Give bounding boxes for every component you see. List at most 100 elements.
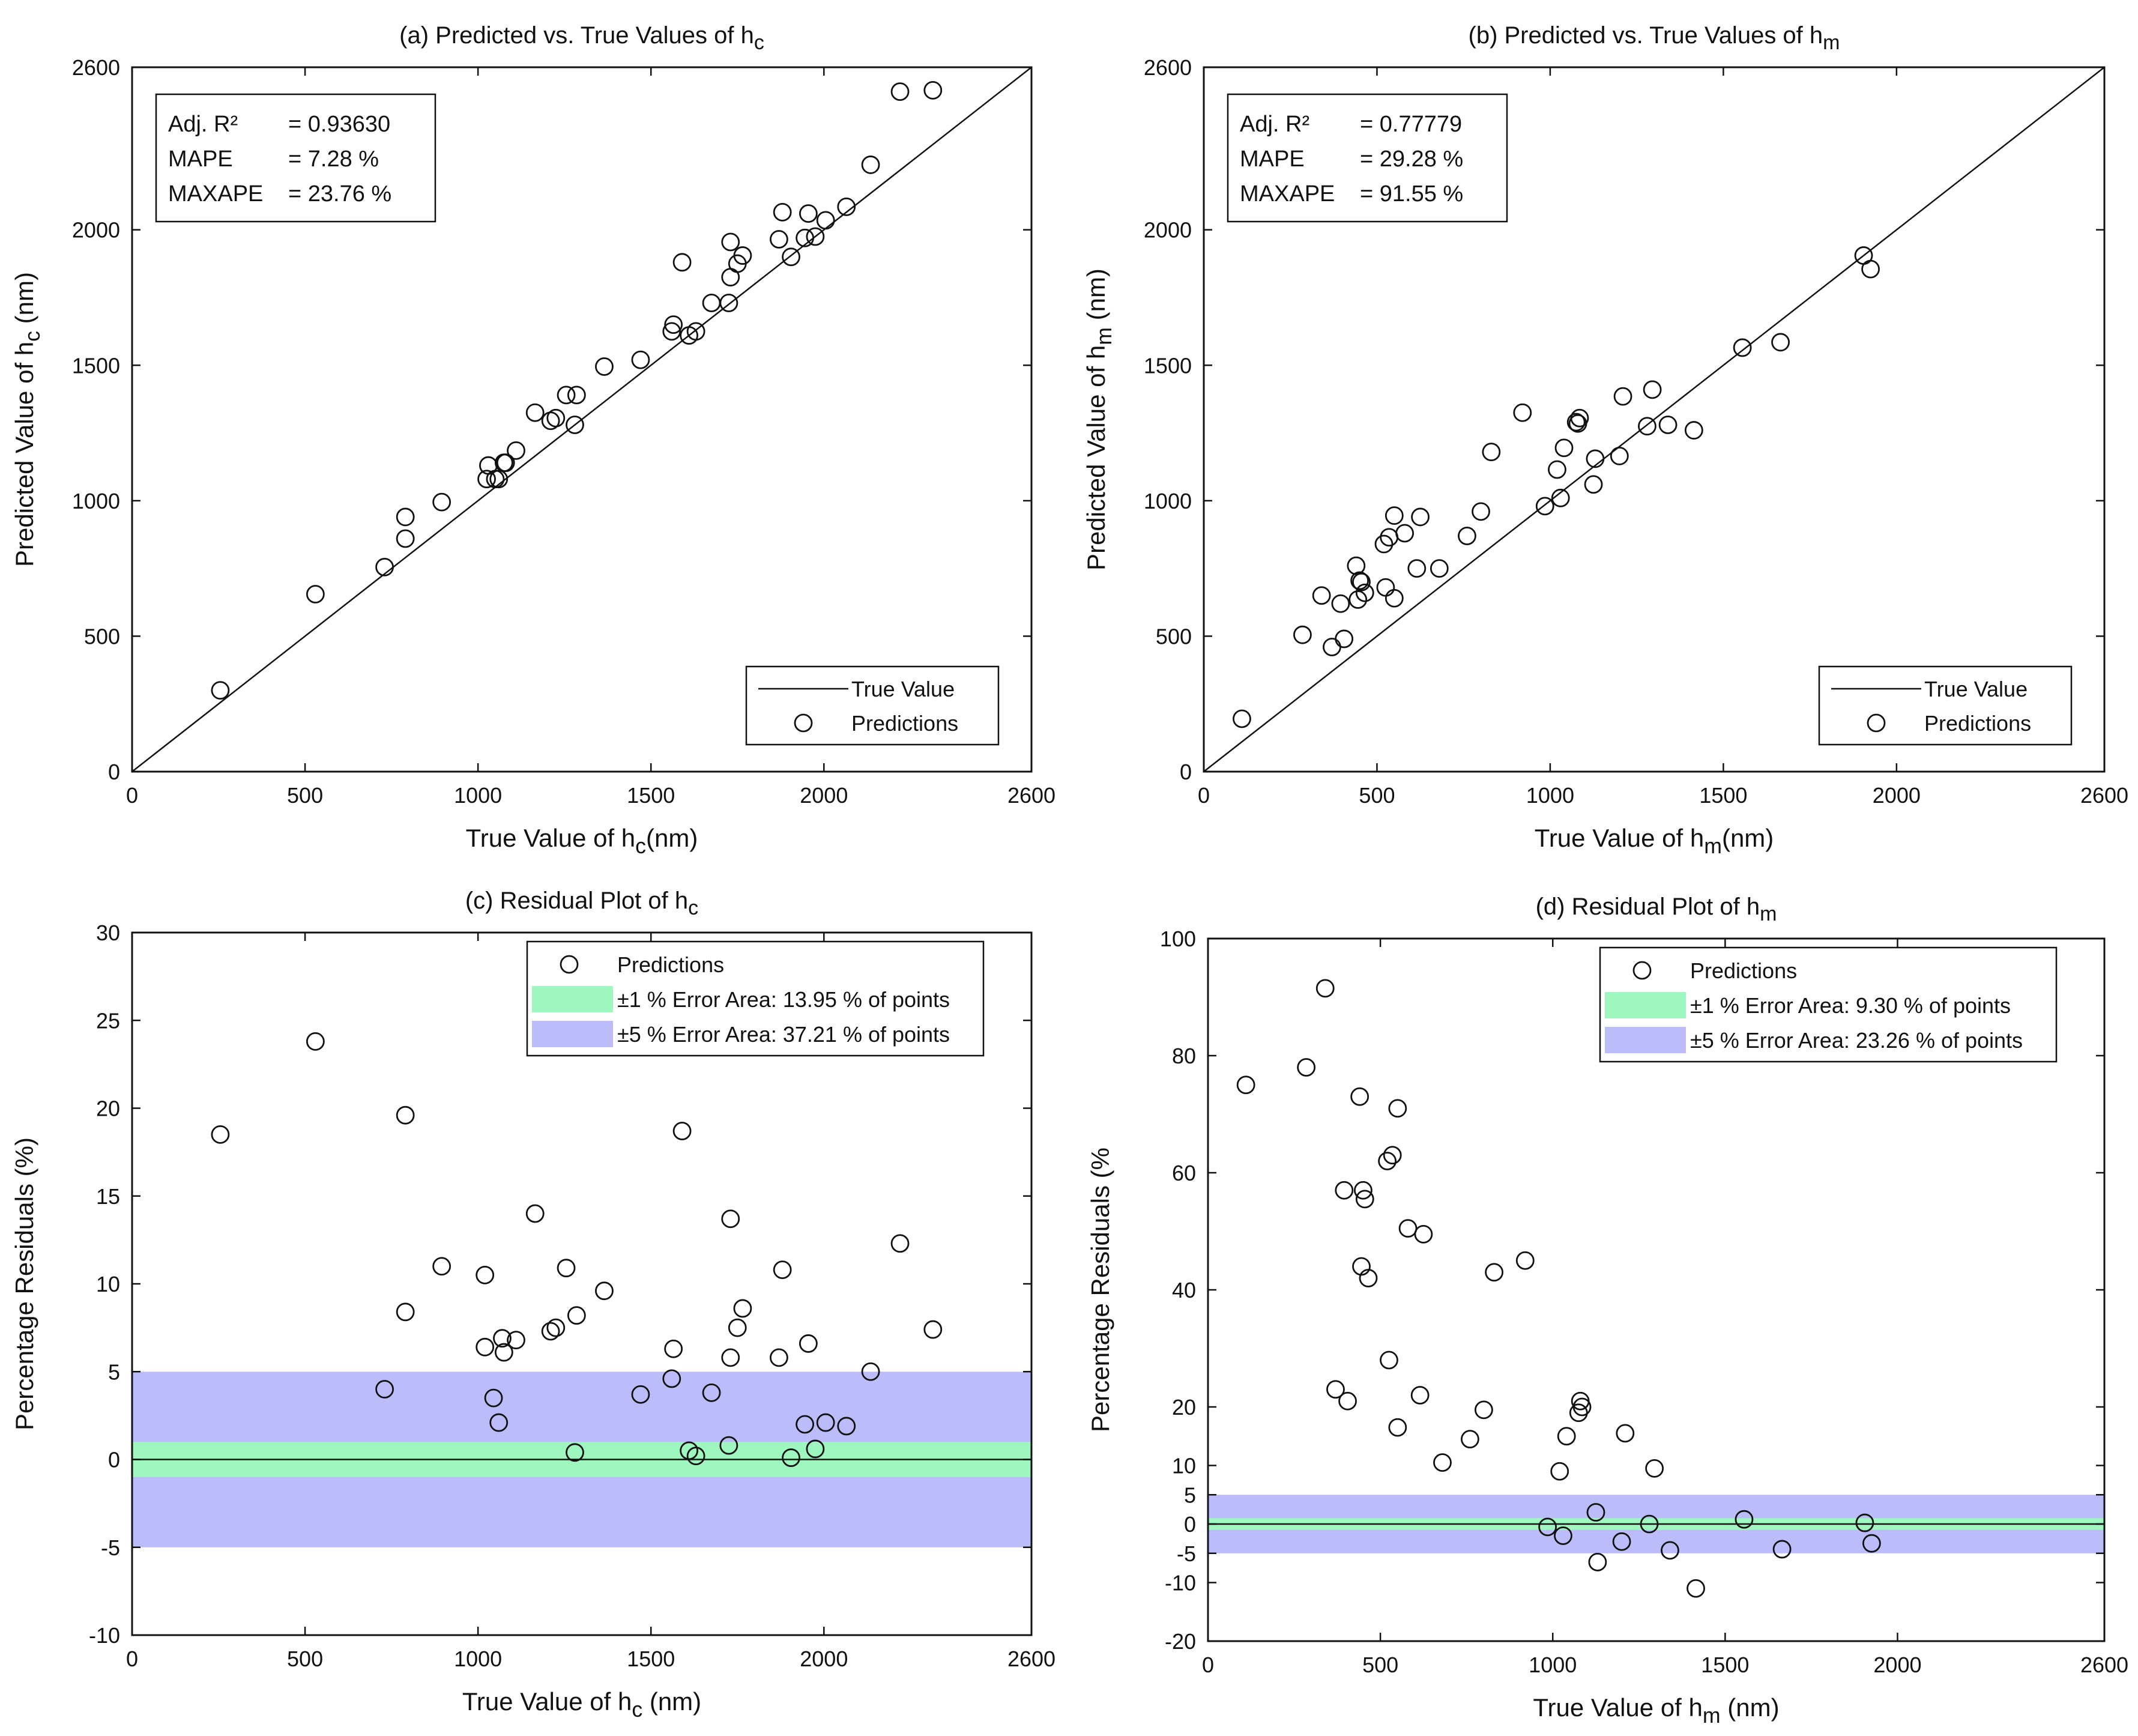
subscript: m	[1760, 903, 1777, 925]
data-point	[477, 470, 496, 489]
y-tick-label: 80	[1172, 1044, 1196, 1068]
data-point	[1236, 1075, 1255, 1095]
data-point	[1538, 1517, 1557, 1537]
y-tick-label: 500	[84, 624, 120, 649]
subscript: c	[635, 834, 646, 858]
data-point	[1586, 449, 1605, 468]
true-value-line	[1203, 67, 2105, 772]
chart-title: (d) Residual Plot of hm	[1536, 894, 1777, 925]
data-point	[1612, 1532, 1631, 1551]
y-tick-label: 2000	[72, 218, 120, 243]
label-part: (d) Residual Plot of h	[1536, 894, 1760, 920]
data-point	[1326, 1380, 1345, 1399]
stat-label: Adj. R²	[1240, 112, 1309, 137]
x-axis-label: True Value of hm (nm)	[1533, 1693, 1779, 1728]
data-point	[733, 246, 752, 265]
x-tick-label: 500	[1362, 1653, 1398, 1677]
data-point	[396, 1105, 415, 1125]
data-point	[567, 386, 586, 405]
legend-marker	[794, 713, 813, 733]
data-point	[816, 211, 835, 230]
data-point	[595, 357, 614, 376]
label-part: True Value of h	[462, 1687, 632, 1716]
data-point	[1515, 1251, 1535, 1270]
stat-value: = 91.55 %	[1360, 181, 1463, 207]
label-part: (nm)	[1082, 268, 1110, 327]
legend-marker	[1632, 961, 1652, 980]
data-point	[507, 1331, 525, 1350]
label-part: True Value of h	[466, 824, 636, 852]
data-point	[1407, 559, 1427, 578]
y-tick-label: 1000	[1144, 489, 1192, 513]
data-point	[494, 1343, 513, 1362]
stats-box	[1227, 93, 1508, 223]
data-point	[686, 322, 705, 341]
x-tick-label: 2600	[2080, 1653, 2128, 1677]
data-point	[1352, 572, 1371, 591]
subscript: m	[1703, 1704, 1721, 1728]
data-point	[566, 1443, 584, 1462]
data-point	[1350, 1087, 1369, 1106]
data-point	[306, 585, 325, 603]
data-point	[770, 1348, 788, 1367]
data-point	[1359, 1269, 1378, 1287]
data-point	[1658, 416, 1677, 434]
data-point	[1554, 1526, 1572, 1545]
stat-label: Adj. R²	[168, 112, 238, 137]
data-point	[493, 1329, 512, 1348]
chart-panel-1: 0 500 1000 1500 2000 2600 0 500 1000 1500 2000 2600…	[10, 22, 1055, 858]
data-point	[525, 1204, 545, 1223]
stat-value: = 0.93630	[288, 112, 390, 137]
data-point	[816, 1413, 835, 1432]
data-point	[396, 507, 415, 527]
axes-frame	[131, 66, 1033, 773]
data-point	[1588, 1552, 1607, 1571]
legend-label: ±1 % Error Area: 13.95 % of points	[617, 987, 950, 1012]
label-part: (nm)	[1722, 824, 1774, 852]
data-point	[1513, 403, 1532, 422]
data-point	[1388, 1099, 1407, 1118]
label-part: (b) Predicted vs. True Values of h	[1469, 22, 1823, 49]
legend-label: Predictions	[617, 952, 724, 977]
legend-swatch	[532, 986, 613, 1012]
legend-label: ±5 % Error Area: 37.21 % of points	[617, 1022, 950, 1047]
data-point	[1380, 1350, 1398, 1370]
label-part: (nm)	[1721, 1693, 1780, 1722]
y-tick-label: 5	[1184, 1483, 1196, 1507]
data-point	[432, 492, 451, 512]
data-point	[799, 204, 818, 223]
x-tick-label: 1000	[1529, 1653, 1577, 1677]
chart-panel-4: 0 500 1000 1500 2000 2600 -20 -10 -5 0 5 10 20 40 60 80…	[1086, 894, 2128, 1728]
data-point	[1687, 1579, 1705, 1598]
legend-swatch	[1605, 1027, 1686, 1053]
legend-label: True Value	[851, 677, 955, 701]
data-point	[484, 1388, 503, 1408]
data-point	[837, 1417, 856, 1436]
data-point	[631, 350, 650, 369]
data-point	[806, 227, 825, 246]
data-point	[1772, 1540, 1792, 1559]
stats-box	[155, 93, 436, 223]
data-point	[796, 1415, 815, 1434]
y-tick-label: 60	[1172, 1161, 1196, 1185]
x-tick-label: 1500	[1699, 783, 1747, 808]
y-tick-label: 1000	[72, 489, 120, 513]
data-point	[719, 1436, 738, 1455]
data-point	[1733, 338, 1752, 357]
data-point	[686, 1447, 705, 1466]
data-point	[1862, 1534, 1881, 1553]
data-point	[1430, 559, 1449, 578]
data-point	[923, 1320, 943, 1339]
data-point	[1385, 506, 1404, 525]
data-point	[721, 232, 740, 252]
data-point	[1584, 475, 1603, 494]
x-tick-label: 1500	[1701, 1653, 1749, 1677]
stat-label: MAPE	[1240, 147, 1305, 172]
y-tick-label: 30	[96, 921, 120, 945]
data-point	[1374, 534, 1394, 554]
x-tick-label: 2600	[1007, 783, 1055, 808]
data-point	[1485, 1263, 1504, 1282]
y-tick-label: 0	[1184, 1512, 1196, 1537]
data-point	[890, 82, 910, 101]
y-tick-label: -10	[1165, 1571, 1196, 1595]
